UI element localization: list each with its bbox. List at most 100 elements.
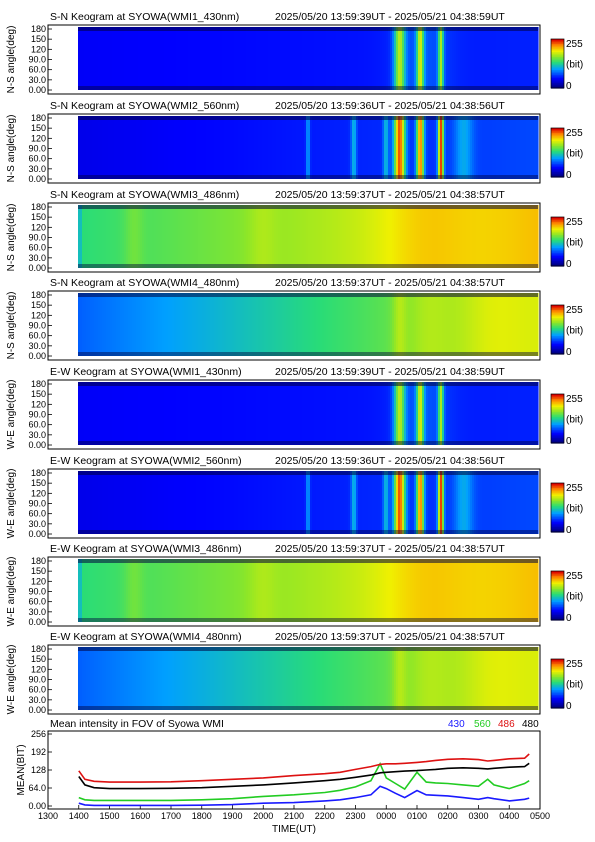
keogram-column <box>182 647 185 710</box>
keogram-column <box>382 559 385 622</box>
keogram-column <box>364 293 367 356</box>
keogram-column <box>194 647 197 710</box>
keogram-column <box>330 205 333 268</box>
colorbar-segment <box>551 675 564 678</box>
keogram-column <box>252 471 255 534</box>
keogram-column <box>84 27 87 90</box>
colorbar-segment <box>551 162 564 165</box>
colorbar-segment <box>551 309 564 313</box>
colorbar-segment <box>551 152 564 155</box>
keogram-column <box>448 471 451 534</box>
keogram-column <box>268 293 271 356</box>
colorbar-segment <box>551 248 564 251</box>
keogram-column <box>310 559 313 622</box>
keogram-column <box>488 382 491 445</box>
keogram-column <box>260 116 263 179</box>
keogram-column <box>410 559 413 622</box>
keogram-column <box>376 293 379 356</box>
keogram-column <box>156 471 159 534</box>
keogram-column <box>270 27 273 90</box>
keogram-column <box>180 647 183 710</box>
keogram-column <box>434 471 437 534</box>
keogram-column <box>210 382 213 445</box>
keogram-column <box>148 293 151 356</box>
angle-tick-label: 150 <box>31 212 46 222</box>
keogram-column <box>204 293 207 356</box>
keogram-column <box>432 471 435 534</box>
keogram-column <box>260 293 263 356</box>
keogram-column <box>370 471 373 534</box>
keogram-column <box>532 205 535 268</box>
keogram-column <box>394 647 397 710</box>
colorbar-segment <box>551 670 564 673</box>
keogram-column <box>518 382 521 445</box>
keogram-column <box>304 27 307 90</box>
keogram-column <box>186 647 189 710</box>
keogram-column <box>250 471 253 534</box>
keogram-column <box>242 205 245 268</box>
keogram-column <box>448 27 451 90</box>
keogram-column <box>356 647 359 710</box>
keogram-column <box>338 293 341 356</box>
keogram-column <box>218 471 221 534</box>
keogram-y-label: W-E angle(deg) <box>6 380 17 450</box>
colorbar-segment <box>551 342 564 345</box>
colorbar-segment <box>551 318 564 321</box>
keogram-column <box>476 116 479 179</box>
keogram-column <box>102 647 105 710</box>
keogram-column <box>220 116 223 179</box>
keogram-column <box>434 205 437 268</box>
keogram-column <box>184 205 187 268</box>
keogram-column <box>242 559 245 622</box>
colorbar-segment <box>551 491 564 494</box>
keogram-column <box>106 205 109 268</box>
keogram-column <box>240 27 243 90</box>
colorbar-segment <box>551 45 564 48</box>
keogram-column <box>446 382 449 445</box>
keogram-column <box>470 293 473 356</box>
keogram-column <box>284 471 287 534</box>
colorbar-segment <box>551 522 564 525</box>
mean-x-tick-label: 0400 <box>499 811 519 821</box>
keogram-column <box>298 293 301 356</box>
colorbar-segment <box>551 429 564 433</box>
keogram-column <box>420 647 423 710</box>
keogram-column <box>80 116 83 179</box>
keogram-column <box>358 27 361 90</box>
colorbar-segment <box>551 136 564 139</box>
keogram-column <box>454 205 457 268</box>
colorbar-segment <box>551 688 564 691</box>
keogram-time-range: 2025/05/20 13:59:37UT - 2025/05/21 04:38… <box>275 631 505 643</box>
keogram-column <box>488 116 491 179</box>
keogram-column <box>172 382 175 445</box>
keogram-column <box>448 559 451 622</box>
mean-y-tick-label: 128 <box>31 765 46 775</box>
keogram-column <box>498 559 501 622</box>
colorbar-segment <box>551 423 564 426</box>
keogram-column <box>216 471 219 534</box>
colorbar-segment <box>551 147 564 150</box>
keogram-column <box>394 382 397 445</box>
keogram-column <box>524 27 527 90</box>
keogram-column <box>420 116 423 179</box>
mean-panel-title: Mean intensity in FOV of Syowa WMI <box>50 718 224 730</box>
mean-x-tick-label: 1800 <box>192 811 212 821</box>
keogram-column <box>236 382 239 445</box>
keogram-column <box>102 559 105 622</box>
keogram-column <box>480 27 483 90</box>
keogram-column <box>412 647 415 710</box>
keogram-column <box>520 205 523 268</box>
keogram-column <box>224 116 227 179</box>
keogram-column <box>124 382 127 445</box>
keogram-column <box>396 293 399 356</box>
keogram-column <box>154 471 157 534</box>
keogram-column <box>382 471 385 534</box>
keogram-column <box>246 116 249 179</box>
keogram-column <box>266 382 269 445</box>
keogram-column <box>196 647 199 710</box>
keogram-column <box>510 647 513 710</box>
colorbar-segment <box>551 239 564 243</box>
keogram-column <box>484 559 487 622</box>
keogram-column <box>112 559 115 622</box>
keogram-column <box>164 27 167 90</box>
